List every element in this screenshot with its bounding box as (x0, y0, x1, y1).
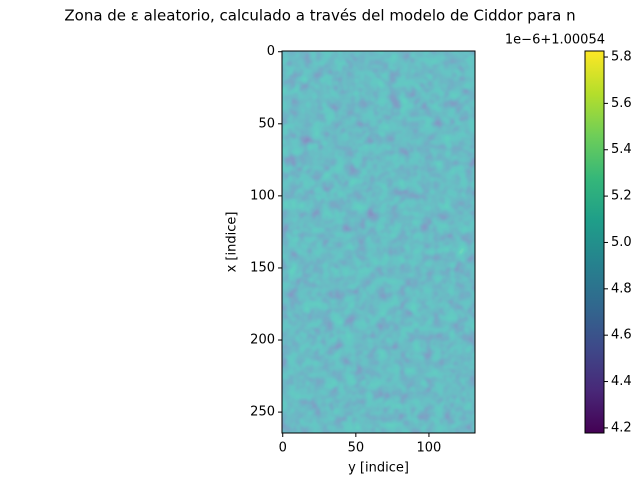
colorbar-tick-label: 4.8 (611, 281, 632, 296)
colorbar-tick-label: 4.6 (611, 328, 632, 343)
y-tick-label: 150 (250, 260, 275, 275)
x-tick-label: 100 (417, 441, 442, 456)
y-tick-label: 250 (250, 405, 275, 420)
heatmap-image (282, 51, 475, 433)
axes-frame (281, 50, 476, 434)
colorbar-tick-label: 5.4 (611, 142, 632, 157)
chart-title: Zona de ε aleatorio, calculado a través … (64, 7, 575, 25)
colorbar-tick-label: 5.6 (611, 96, 632, 111)
colorbar-tick-label: 4.4 (611, 374, 632, 389)
colorbar-offset-text: 1e−6+1.00054 (505, 33, 605, 48)
y-tick-label: 50 (258, 116, 275, 131)
x-tick-label: 0 (279, 441, 287, 456)
colorbar-tick-label: 5.2 (611, 189, 632, 204)
y-tick-label: 100 (250, 188, 275, 203)
y-tick-label: 0 (267, 44, 275, 59)
colorbar-tick-label: 5.8 (611, 50, 632, 65)
y-tick-label: 200 (250, 333, 275, 348)
colorbar (584, 50, 605, 434)
x-tick-label: 50 (348, 441, 365, 456)
colorbar-tick-label: 4.2 (611, 420, 632, 435)
x-axis-label: y [indice] (348, 461, 409, 476)
y-axis-label: x [indice] (225, 212, 240, 273)
colorbar-tick-label: 5.0 (611, 235, 632, 250)
